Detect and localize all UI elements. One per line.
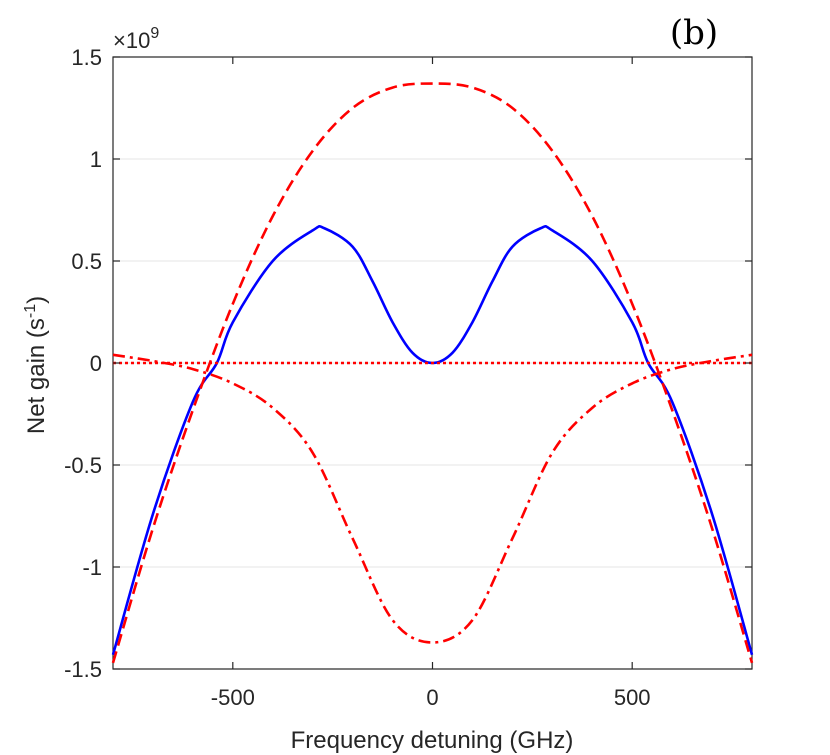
y-multiplier-exponent: 9 bbox=[150, 25, 159, 42]
y-axis-label-close: ) bbox=[23, 296, 50, 304]
y-axis-label: Net gain (s-1) bbox=[22, 296, 50, 434]
y-tick-label: 0.5 bbox=[71, 249, 102, 274]
y-multiplier: ×109 bbox=[113, 25, 159, 53]
series-layer bbox=[111, 82, 754, 664]
tick-layer bbox=[113, 56, 752, 670]
x-tick-label: 500 bbox=[614, 685, 651, 710]
tick-label-layer: -1.5 -1 -0.5 0 0.5 1 1.5 -500 0 500 bbox=[64, 45, 650, 710]
x-axis-label: Frequency detuning (GHz) bbox=[291, 727, 574, 754]
y-axis-label-superscript: -1 bbox=[22, 304, 39, 318]
y-tick-label: 1 bbox=[90, 147, 102, 172]
y-tick-label: -1.5 bbox=[64, 657, 102, 682]
y-tick-label: 1.5 bbox=[71, 45, 102, 70]
y-tick-label: -1 bbox=[82, 555, 102, 580]
panel-label: (b) bbox=[670, 13, 718, 53]
series-line-dashed bbox=[111, 82, 754, 664]
y-tick-label: 0 bbox=[90, 351, 102, 376]
y-multiplier-base: ×10 bbox=[113, 28, 150, 53]
x-tick-label: -500 bbox=[211, 685, 255, 710]
series-line-dashdot bbox=[112, 353, 753, 644]
x-tick-label: 0 bbox=[426, 685, 438, 710]
y-tick-label: -0.5 bbox=[64, 453, 102, 478]
y-axis-label-main: Net gain (s bbox=[23, 318, 50, 434]
